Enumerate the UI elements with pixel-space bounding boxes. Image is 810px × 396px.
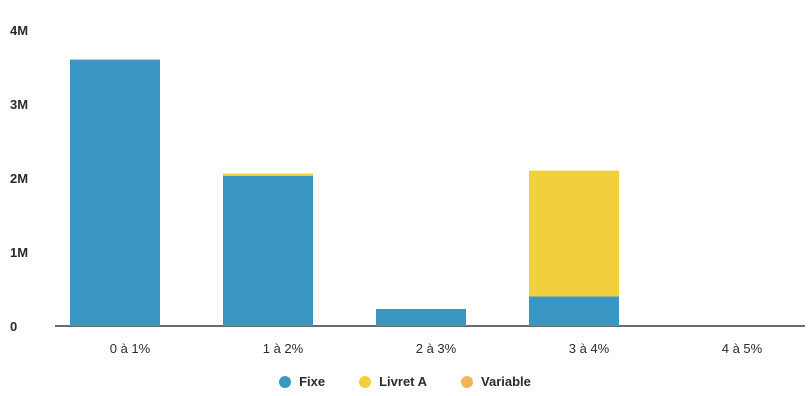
x-tick-label: 3 à 4% xyxy=(569,341,610,356)
y-tick-label: 0 xyxy=(10,319,17,334)
legend-item: Variable xyxy=(461,374,531,389)
bar-fixe-2 xyxy=(376,308,466,326)
legend-item: Livret A xyxy=(359,374,427,389)
bar-livret-a-3 xyxy=(529,170,619,297)
y-tick-label: 2M xyxy=(10,171,28,186)
x-tick-label: 1 à 2% xyxy=(263,341,304,356)
legend-label: Variable xyxy=(481,374,531,389)
bar-fixe-0 xyxy=(70,59,160,326)
bar-fixe-1 xyxy=(223,175,313,326)
x-tick-label: 0 à 1% xyxy=(110,341,151,356)
y-tick-label: 3M xyxy=(10,97,28,112)
chart-legend: Fixe Livret A Variable xyxy=(0,374,810,389)
x-tick-label: 2 à 3% xyxy=(416,341,457,356)
legend-swatch xyxy=(461,375,474,388)
legend-label: Livret A xyxy=(379,374,428,389)
legend-swatch xyxy=(359,375,372,388)
legend-swatch xyxy=(279,375,292,388)
bar-chart: 0 1M 2M 3M 4M 0 à 1% 1 à 2% 2 à 3% 3 à 4% 4 à 5% xyxy=(10,23,805,356)
bar-fixe-3 xyxy=(529,296,619,326)
y-tick-label: 1M xyxy=(10,245,28,260)
legend-item: Fixe xyxy=(279,374,325,389)
x-tick-label: 4 à 5% xyxy=(722,341,763,356)
y-tick-label: 4M xyxy=(10,23,28,38)
bar-livret-a-1 xyxy=(223,173,313,176)
legend-label: Fixe xyxy=(299,374,326,389)
